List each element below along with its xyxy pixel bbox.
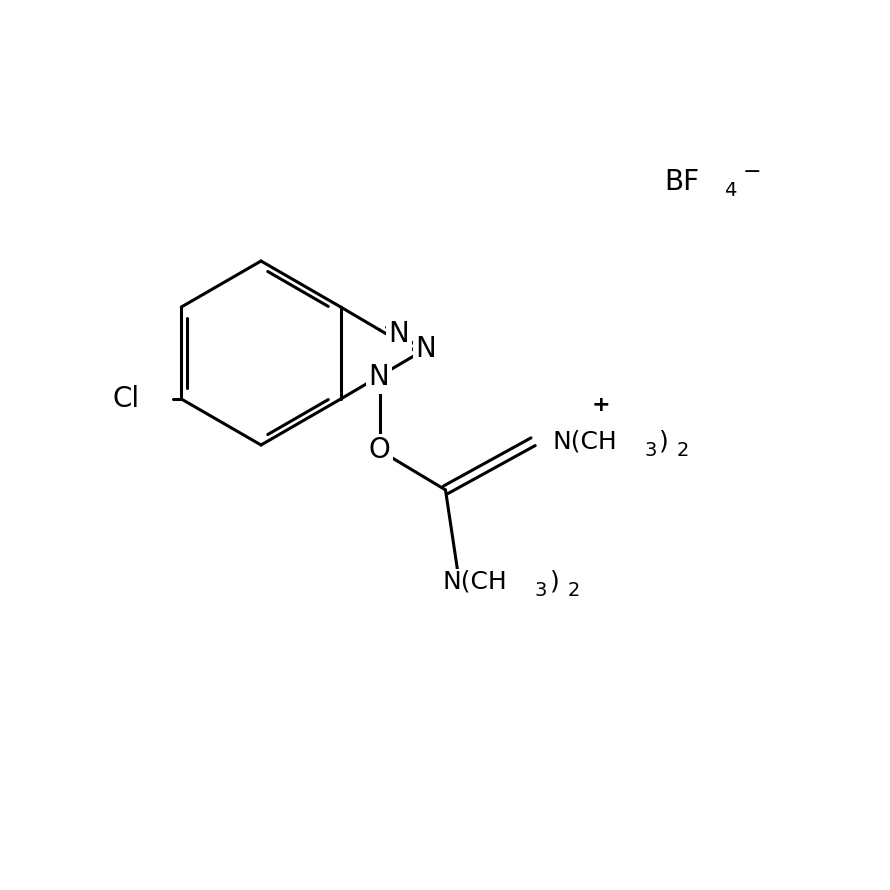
Text: N: N [389, 320, 409, 348]
Text: 2: 2 [567, 581, 579, 600]
Text: O: O [369, 436, 391, 465]
Text: −: − [743, 162, 762, 182]
Text: 3: 3 [535, 581, 547, 600]
Text: N(CH: N(CH [553, 430, 617, 454]
Text: N: N [368, 363, 389, 391]
Text: 4: 4 [724, 182, 736, 200]
Text: BF: BF [664, 168, 700, 196]
Text: 3: 3 [644, 441, 657, 460]
Text: 2: 2 [676, 441, 689, 460]
Text: N: N [416, 335, 436, 362]
Text: Cl: Cl [112, 385, 140, 413]
Text: ): ) [659, 430, 669, 454]
Text: N(CH: N(CH [443, 570, 507, 594]
Text: ): ) [550, 570, 560, 594]
Text: +: + [591, 395, 610, 415]
